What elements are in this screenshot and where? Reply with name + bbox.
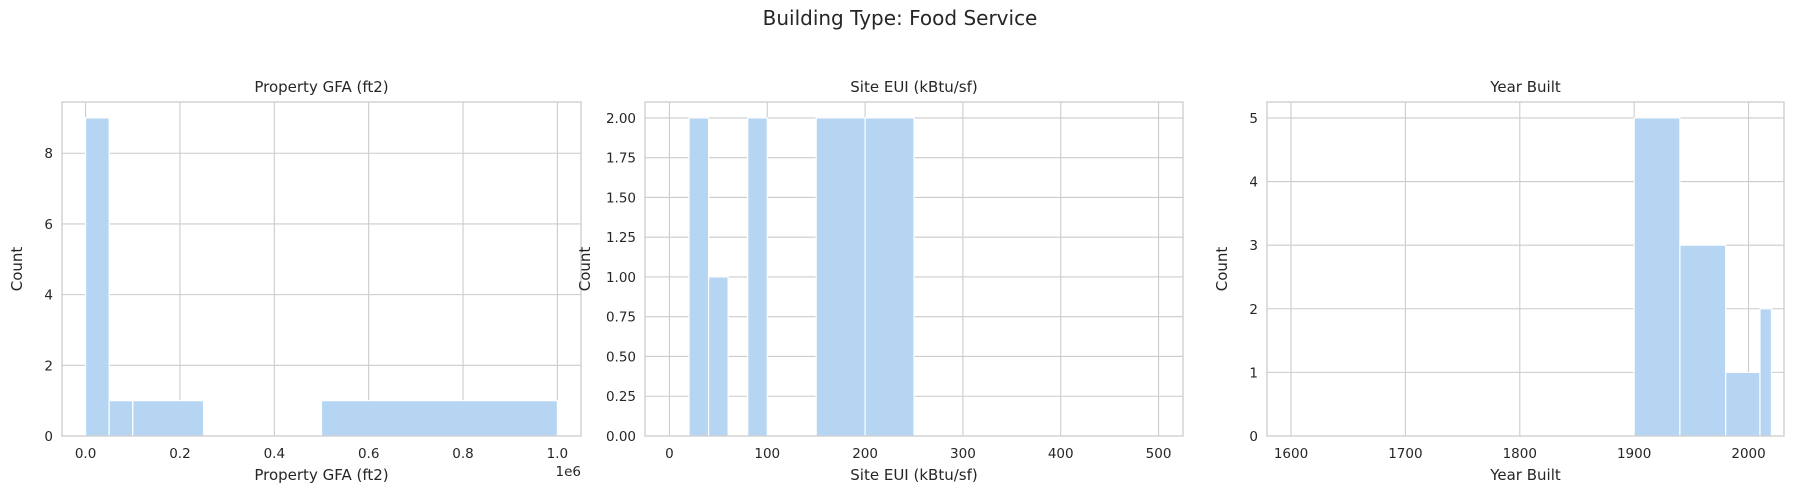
figure-suptitle: Building Type: Food Service — [763, 6, 1038, 30]
y-tick-label: 0.25 — [606, 389, 636, 405]
histogram-bar — [108, 400, 134, 437]
x-tick-label: 0.4 — [264, 446, 285, 462]
y-tick-label: 8 — [44, 146, 53, 162]
histogram-bar — [1725, 371, 1761, 437]
subplot-year-built: 1600 1700 1800 1900 2000 0 1 2 3 4 5 Year Built Ye… — [1213, 78, 1785, 484]
y-tick-label: 0.50 — [606, 349, 636, 365]
histogram-bar — [688, 117, 710, 437]
subplot-title: Property GFA (ft2) — [254, 78, 388, 96]
y-axis-label: Count — [576, 247, 594, 292]
x-tick-label: 1.0 — [547, 446, 568, 462]
x-axis-offset-text: 1e6 — [556, 464, 581, 480]
y-tick-label: 5 — [1249, 111, 1258, 127]
y-tick-label: 1.25 — [606, 230, 636, 246]
x-tick-label: 0.6 — [358, 446, 379, 462]
x-axis-label: Property GFA (ft2) — [254, 466, 388, 484]
y-tick-label: 2 — [44, 358, 53, 374]
plot-frame — [1266, 101, 1785, 437]
histogram-bar — [84, 117, 110, 437]
histogram-bar — [320, 400, 559, 437]
y-tick-label: 3 — [1249, 238, 1258, 254]
y-tick-label: 1 — [1249, 365, 1258, 381]
y-tick-label: 2 — [1249, 302, 1258, 318]
y-tick-label: 1.50 — [606, 190, 636, 206]
histogram-bar — [1633, 117, 1681, 437]
histogram-bar — [1759, 308, 1773, 437]
x-tick-label: 1700 — [1388, 446, 1422, 462]
plot-frame — [61, 101, 582, 437]
x-axis-label: Site EUI (kBtu/sf) — [850, 466, 977, 484]
x-tick-label: 400 — [1048, 446, 1074, 462]
y-tick-label: 6 — [44, 217, 53, 233]
y-tick-label: 1.75 — [606, 151, 636, 167]
plot-frame — [644, 101, 1184, 437]
y-tick-label: 1.00 — [606, 270, 636, 286]
y-tick-label: 0 — [1249, 429, 1258, 445]
subplot-site-eui: 0 100 200 300 400 500 0.00 0.25 0.50 0.75 1.00 1.25… — [576, 78, 1184, 484]
x-tick-label: 0.8 — [452, 446, 473, 462]
x-tick-label: 1600 — [1274, 446, 1308, 462]
x-tick-label: 500 — [1146, 446, 1172, 462]
y-tick-label: 0 — [44, 429, 53, 445]
subplot-property-gfa: 0.0 0.2 0.4 0.6 0.8 1.0 0 2 4 6 8 Property GFA (ft… — [8, 78, 582, 484]
x-tick-label: 2000 — [1731, 446, 1765, 462]
x-tick-label: 1800 — [1503, 446, 1537, 462]
x-tick-label: 100 — [754, 446, 780, 462]
x-tick-label: 0 — [665, 446, 674, 462]
x-tick-label: 0.2 — [169, 446, 190, 462]
subplot-title: Year Built — [1489, 78, 1561, 96]
histogram-bar — [747, 117, 768, 437]
histogram-bar — [707, 276, 729, 437]
y-tick-label: 0.00 — [606, 429, 636, 445]
y-tick-label: 4 — [1249, 175, 1258, 191]
y-tick-label: 2.00 — [606, 111, 636, 127]
y-axis-label: Count — [8, 247, 26, 292]
x-tick-label: 1900 — [1617, 446, 1651, 462]
subplot-title: Site EUI (kBtu/sf) — [850, 78, 977, 96]
y-tick-label: 4 — [44, 288, 53, 304]
y-tick-label: 0.75 — [606, 310, 636, 326]
y-axis-label: Count — [1213, 247, 1231, 292]
x-tick-label: 0.0 — [75, 446, 96, 462]
histogram-bar — [1679, 244, 1727, 437]
x-tick-label: 200 — [852, 446, 878, 462]
x-axis-label: Year Built — [1489, 466, 1561, 484]
histogram-bar — [132, 400, 205, 437]
histogram-bar — [815, 117, 866, 437]
x-tick-label: 300 — [950, 446, 976, 462]
histogram-bar — [864, 117, 915, 437]
